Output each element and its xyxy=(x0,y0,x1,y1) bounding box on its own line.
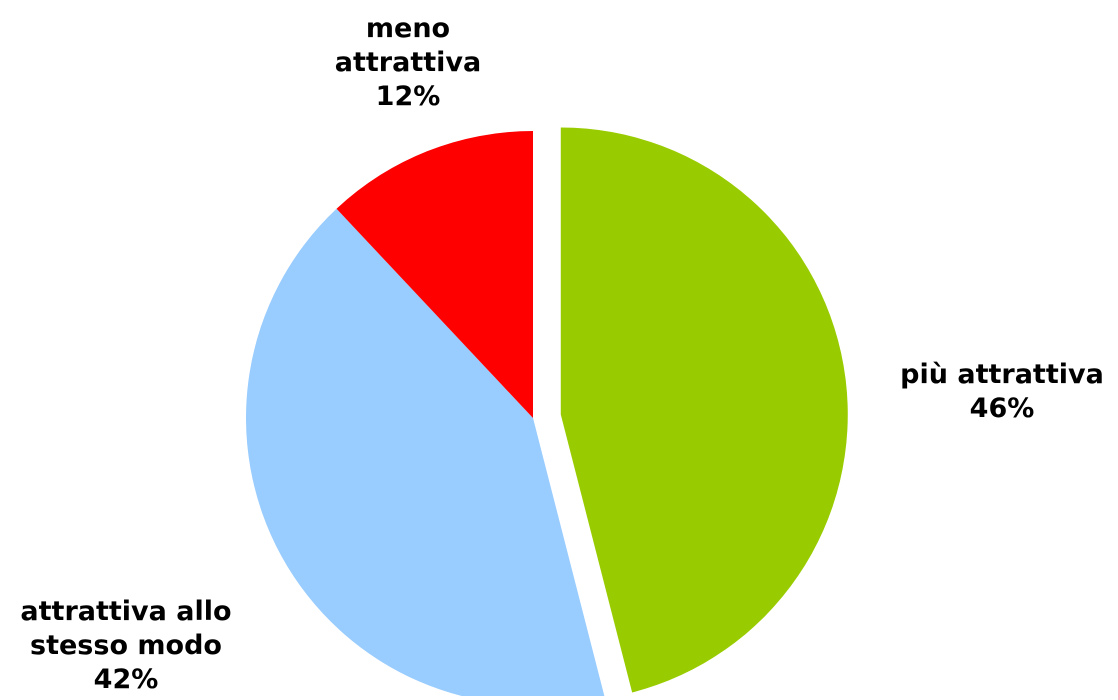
slice-label: più attrattiva 46% xyxy=(900,359,1104,424)
slice-category-label: attrattiva allo xyxy=(20,596,231,627)
slice-category-label: più attrattiva xyxy=(900,359,1104,390)
pie-slice xyxy=(246,208,605,700)
slice-value-label: 42% xyxy=(94,664,159,695)
pie-slice xyxy=(336,131,533,418)
slice-value-label: 46% xyxy=(970,393,1035,424)
pie-slice xyxy=(560,127,848,693)
slice-category-label: attrattiva xyxy=(335,47,481,78)
slice-label: meno attrattiva 12% xyxy=(335,13,481,112)
slice-category-label: stesso modo xyxy=(30,630,222,661)
slice-label: attrattiva allo stesso modo 42% xyxy=(20,596,231,695)
slice-category-label: meno xyxy=(366,13,450,44)
slice-value-label: 12% xyxy=(376,81,441,112)
